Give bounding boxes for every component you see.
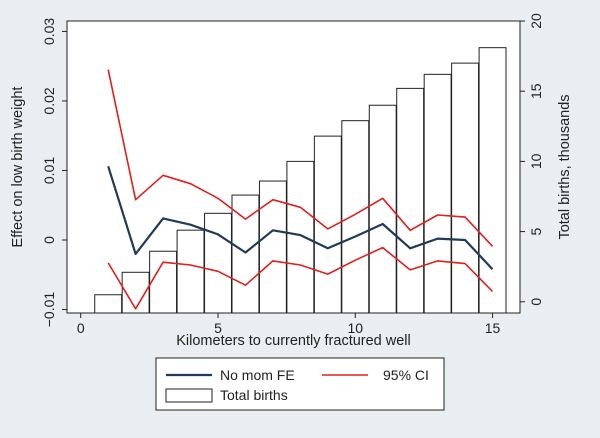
bar-1 — [94, 294, 123, 314]
legend-label-ci: 95% CI — [383, 367, 429, 383]
legend-label-total-births: Total births — [220, 387, 288, 403]
legend-label-no-mom-fe: No mom FE — [220, 367, 295, 383]
y-right-tick-label: 20 — [528, 13, 544, 29]
legend: No mom FE 95% CI Total births — [155, 357, 445, 411]
y-right-tick-label: 10 — [528, 153, 544, 169]
y-axis-title-right: Total births, thousands — [557, 94, 573, 239]
bar-8 — [286, 160, 315, 314]
x-tick-label: 10 — [347, 320, 363, 336]
y-axis-title-left: Effect on low birth weight — [10, 87, 26, 248]
x-tick-label: 5 — [214, 320, 222, 336]
bar-12 — [396, 87, 425, 314]
y-left-tick-label: 0.01 — [41, 157, 57, 184]
bar-3 — [149, 250, 178, 314]
y-left-tick-label: 0.02 — [41, 87, 57, 114]
bar-14 — [451, 62, 480, 314]
bar-13 — [423, 73, 452, 314]
y-left-tick-label: 0.03 — [41, 18, 57, 45]
x-tick-label: 15 — [485, 320, 501, 336]
legend-swatch-total-births — [165, 388, 213, 403]
x-axis-title: Kilometers to currently fractured well — [176, 333, 411, 349]
axes-layer: −0.01 0 0.01 0.02 0.03 0 5 10 15 20 0 5 10 15 — [41, 13, 544, 336]
y-right-tick-label: 5 — [528, 227, 544, 235]
y-right-tick-label: 0 — [528, 298, 544, 306]
x-tick-label: 0 — [77, 320, 85, 336]
lines-layer — [107, 69, 494, 310]
bar-4 — [176, 229, 205, 314]
series-line-lower — [107, 246, 494, 310]
bar-7 — [258, 180, 287, 314]
y-left-tick-label: −0.01 — [41, 292, 57, 328]
series-line-estimate — [107, 165, 494, 270]
bar-15 — [478, 47, 507, 314]
bar-5 — [204, 212, 232, 314]
bar-10 — [341, 120, 370, 314]
y-right-tick-label: 15 — [528, 83, 544, 99]
y-left-tick-label: 0 — [41, 236, 57, 244]
series-line-upper — [107, 69, 494, 247]
plot-frame — [66, 20, 521, 314]
